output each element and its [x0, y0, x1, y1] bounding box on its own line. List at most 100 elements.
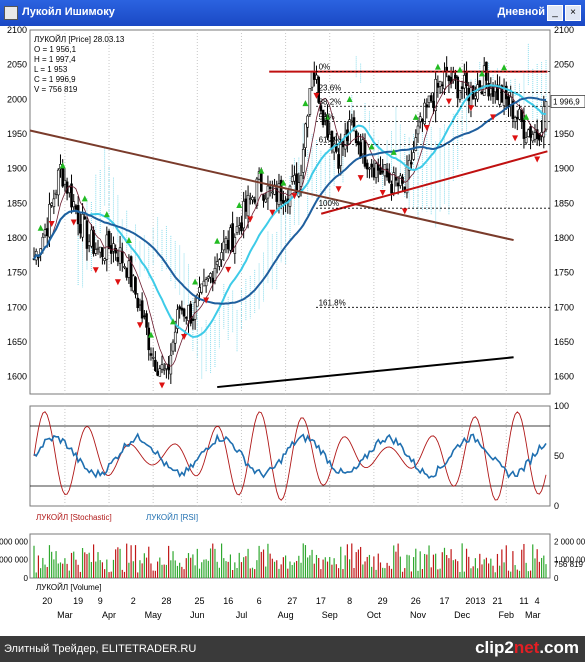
- candle-body-88: [226, 240, 230, 250]
- candle-body-153: [370, 163, 373, 168]
- candle-body-194: [460, 86, 464, 89]
- candle-body-79: [207, 276, 210, 279]
- fib-label-5: 100%: [319, 199, 339, 208]
- signal-arrow-168: [401, 208, 408, 215]
- x-day-tick-12: 26: [411, 596, 421, 606]
- ma-fast-line: [33, 83, 547, 338]
- candle-body-36: [112, 243, 115, 252]
- close-button[interactable]: ×: [565, 5, 581, 21]
- candle-body-181: [432, 100, 435, 108]
- candle-body-152: [368, 167, 371, 170]
- candle-body-179: [427, 95, 431, 103]
- vol-tick-right-2: 0: [554, 574, 559, 583]
- signal-arrow-228: [534, 156, 541, 163]
- candle-body-104: [262, 194, 265, 201]
- candle-body-193: [458, 89, 462, 100]
- y-tick-left-5: 1850: [7, 198, 27, 208]
- vol-tick-left-2: 0: [24, 574, 29, 583]
- candle-body-16: [68, 186, 71, 193]
- candle-body-163: [392, 172, 396, 193]
- candle-body-6: [45, 228, 49, 237]
- signal-arrow-28: [92, 267, 99, 274]
- signal-arrow-163: [390, 148, 397, 155]
- signal-arrow-103: [258, 167, 265, 174]
- x-day-tick-11: 29: [378, 596, 388, 606]
- candle-body-198: [469, 87, 473, 106]
- candle-body-200: [474, 95, 477, 99]
- candle-body-76: [200, 283, 204, 293]
- candle-body-30: [98, 246, 102, 253]
- candle-body-207: [489, 88, 493, 95]
- x-month-label-8: Nov: [410, 610, 427, 620]
- candle-body-98: [248, 198, 252, 200]
- candle-body-56: [156, 370, 159, 376]
- candle-body-17: [70, 183, 73, 208]
- y-tick-left-7: 1750: [7, 268, 27, 278]
- candle-body-227: [533, 132, 537, 140]
- trendline-uptrend: [320, 150, 548, 215]
- x-month-label-1: Apr: [102, 610, 116, 620]
- candle-body-158: [381, 170, 384, 173]
- candle-body-122: [301, 149, 305, 173]
- candle-body-8: [50, 202, 53, 206]
- minimize-button[interactable]: _: [547, 5, 563, 21]
- y-tick-right-8: 1700: [554, 302, 574, 312]
- candle-body-171: [410, 162, 413, 165]
- candle-body-34: [107, 230, 111, 250]
- x-day-tick-3: 2: [131, 596, 136, 606]
- y-tick-left-2: 2000: [7, 94, 27, 104]
- candle-body-97: [246, 195, 250, 217]
- candle-body-114: [284, 200, 287, 203]
- candle-body-39: [118, 247, 122, 264]
- signal-arrow-173: [412, 113, 419, 120]
- x-day-tick-13: 17: [439, 596, 449, 606]
- candle-body-154: [372, 167, 376, 178]
- window-titlebar: Лукойл Ишимоку Дневной _ ×: [0, 0, 585, 26]
- vol-tick-right-1: 1 000 000: [554, 556, 585, 565]
- candle-body-129: [317, 76, 320, 103]
- candle-body-5: [43, 229, 47, 236]
- y-tick-right-10: 1600: [554, 372, 574, 382]
- signal-arrow-198: [467, 105, 474, 112]
- x-month-label-5: Aug: [278, 610, 294, 620]
- x-day-tick-16: 11: [519, 596, 528, 606]
- candle-body-186: [443, 71, 446, 90]
- candle-body-19: [74, 205, 78, 210]
- candle-body-145: [352, 117, 356, 129]
- candle-body-68: [182, 308, 186, 317]
- y-tick-left-8: 1700: [7, 302, 27, 312]
- candle-body-40: [120, 250, 124, 264]
- x-month-label-11: Mar: [525, 610, 541, 620]
- x-day-tick-6: 16: [223, 596, 233, 606]
- candle-body-63: [171, 341, 175, 352]
- candle-body-74: [196, 294, 199, 307]
- signal-arrow-223: [523, 113, 530, 120]
- x-month-label-6: Sep: [322, 610, 338, 620]
- y-tick-left-0: 2100: [7, 26, 27, 35]
- candle-body-57: [158, 368, 162, 377]
- candle-body-139: [339, 142, 343, 166]
- x-day-tick-7: 6: [257, 596, 262, 606]
- candle-body-84: [218, 259, 221, 267]
- candle-body-184: [438, 80, 442, 87]
- candle-body-127: [312, 72, 316, 80]
- candle-body-42: [125, 267, 128, 278]
- candle-body-121: [299, 175, 303, 187]
- candle-body-141: [343, 134, 347, 150]
- candle-body-172: [412, 152, 415, 160]
- signal-arrow-113: [280, 179, 287, 186]
- candle-body-170: [407, 159, 411, 171]
- candle-body-89: [229, 227, 232, 251]
- candle-body-192: [456, 76, 460, 99]
- y-tick-right-7: 1750: [554, 268, 574, 278]
- candle-body-69: [184, 317, 188, 319]
- last-price-tag: [550, 95, 585, 108]
- x-day-tick-15: 21: [492, 596, 502, 606]
- candle-body-73: [193, 301, 197, 320]
- osc-tick-0: 100: [554, 401, 569, 411]
- candle-body-70: [187, 304, 190, 321]
- candle-body-225: [529, 126, 532, 138]
- chart-svg: 2100210020502050200020001950195019001900…: [0, 25, 585, 636]
- candle-body-191: [454, 74, 457, 79]
- candle-body-108: [271, 191, 274, 194]
